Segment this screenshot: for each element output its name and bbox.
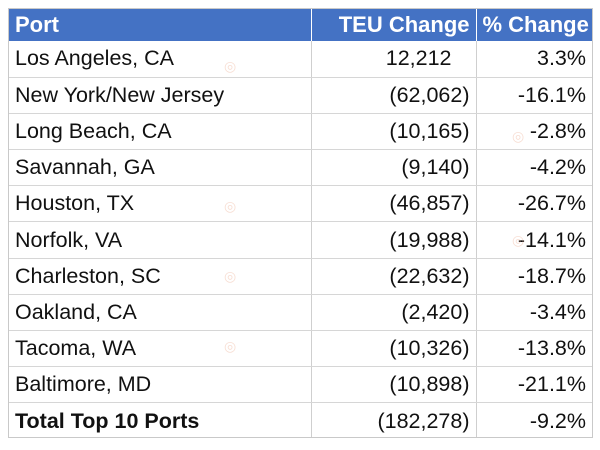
cell-pct-change: -21.1% (476, 366, 592, 404)
header-teu-change: TEU Change (311, 9, 477, 41)
cell-teu-change: 12,212 (311, 41, 477, 78)
cell-teu-change: (9,140) (311, 149, 477, 187)
total-pct-change: -9.2% (476, 402, 592, 437)
cell-teu-change: (10,326) (311, 330, 477, 368)
total-teu-change: (182,278) (311, 402, 477, 437)
cell-port: Long Beach, CA (9, 113, 312, 151)
total-label: Total Top 10 Ports (9, 402, 312, 437)
cell-pct-change: -26.7% (476, 185, 592, 223)
table-row: Charleston, SC (22,632) -18.7% (9, 258, 592, 295)
cell-teu-change: (22,632) (311, 258, 477, 295)
cell-teu-change: (10,898) (311, 366, 477, 404)
cell-teu-change: (62,062) (311, 77, 477, 114)
cell-teu-change: (19,988) (311, 221, 477, 259)
cell-port: Oakland, CA (9, 294, 312, 332)
cell-port: Norfolk, VA (9, 221, 312, 259)
cell-pct-change: -16.1% (476, 77, 592, 114)
cell-pct-change: -4.2% (476, 149, 592, 187)
table-frame: Port TEU Change % Change Los Angeles, CA… (8, 8, 593, 438)
table-row: Los Angeles, CA 12,212 3.3% (9, 41, 592, 78)
cell-port: Houston, TX (9, 185, 312, 223)
header-row: Port TEU Change % Change (9, 9, 592, 41)
cell-pct-change: -14.1% (476, 221, 592, 259)
cell-port: Savannah, GA (9, 149, 312, 187)
table-row: Norfolk, VA (19,988) -14.1% (9, 221, 592, 259)
table-row: Baltimore, MD (10,898) -21.1% (9, 366, 592, 404)
cell-pct-change: 3.3% (476, 41, 592, 78)
cell-port: Baltimore, MD (9, 366, 312, 404)
cell-port: New York/New Jersey (9, 77, 312, 114)
table-row: Tacoma, WA (10,326) -13.8% (9, 330, 592, 368)
cell-port: Charleston, SC (9, 258, 312, 295)
cell-pct-change: -2.8% (476, 113, 592, 151)
table-row: Savannah, GA (9,140) -4.2% (9, 149, 592, 187)
header-pct-change: % Change (482, 12, 589, 37)
port-teu-table: Port TEU Change % Change Los Angeles, CA… (9, 9, 592, 437)
cell-port: Tacoma, WA (9, 330, 312, 368)
cell-teu-change: (46,857) (311, 185, 477, 223)
total-row: Total Top 10 Ports (182,278) -9.2% (9, 402, 592, 437)
table-row: New York/New Jersey (62,062) -16.1% (9, 77, 592, 114)
cell-port: Los Angeles, CA (9, 41, 312, 78)
header-port: Port (9, 9, 312, 41)
cell-teu-change: (10,165) (311, 113, 477, 151)
cell-teu-change: (2,420) (311, 294, 477, 332)
cell-pct-change: -3.4% (476, 294, 592, 332)
table-row: Oakland, CA (2,420) -3.4% (9, 294, 592, 332)
cell-pct-change: -13.8% (476, 330, 592, 368)
cell-pct-change: -18.7% (476, 258, 592, 295)
table-row: Houston, TX (46,857) -26.7% (9, 185, 592, 223)
table-row: Long Beach, CA (10,165) -2.8% (9, 113, 592, 151)
